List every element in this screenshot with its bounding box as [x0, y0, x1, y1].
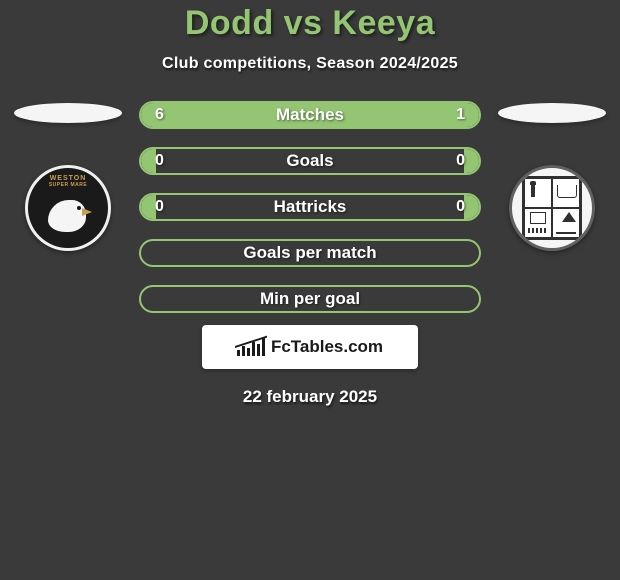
team-badge-left: WESTON SUPER MARE — [25, 165, 111, 251]
stat-left-fill: 0 — [141, 149, 156, 173]
stat-left-value: 6 — [141, 106, 164, 124]
stat-right-fill: 1 — [411, 103, 479, 127]
player-photo-placeholder-left — [14, 103, 122, 123]
stat-gap — [156, 149, 464, 173]
stat-gap — [155, 241, 465, 265]
stat-bar: 00Goals — [139, 147, 481, 175]
shield-icon — [522, 176, 582, 240]
badge-text: WESTON — [28, 175, 108, 182]
stats-list: 61Matches00Goals00HattricksGoals per mat… — [139, 101, 481, 313]
stat-bar: 00Hattricks — [139, 193, 481, 221]
subtitle: Club competitions, Season 2024/2025 — [0, 55, 620, 73]
page-title: Dodd vs Keeya — [0, 4, 620, 43]
stat-bar: 61Matches — [139, 101, 481, 129]
stat-bar: Min per goal — [139, 285, 481, 313]
stat-gap — [156, 195, 464, 219]
player-photo-placeholder-right — [498, 103, 606, 123]
branding-panel: FcTables.com — [202, 325, 418, 369]
stat-left-fill: 0 — [141, 195, 156, 219]
stat-gap — [155, 287, 465, 311]
stat-left-fill: 6 — [141, 103, 411, 127]
branding-text: FcTables.com — [271, 337, 383, 357]
stat-right-value: 1 — [456, 106, 479, 124]
team-left-column: WESTON SUPER MARE — [13, 101, 123, 251]
team-right-column — [497, 101, 607, 251]
badge-text: SUPER MARE — [28, 183, 108, 188]
stat-bar: Goals per match — [139, 239, 481, 267]
team-badge-right — [509, 165, 595, 251]
stat-right-fill: 0 — [464, 195, 479, 219]
stat-right-value: 0 — [456, 152, 479, 170]
stat-right-fill: 0 — [464, 149, 479, 173]
comparison-panel: WESTON SUPER MARE 61Matches00Goals00Hatt… — [0, 101, 620, 313]
bird-icon — [48, 200, 86, 232]
chart-icon — [237, 338, 265, 356]
stat-right-value: 0 — [456, 198, 479, 216]
date-text: 22 february 2025 — [0, 387, 620, 407]
